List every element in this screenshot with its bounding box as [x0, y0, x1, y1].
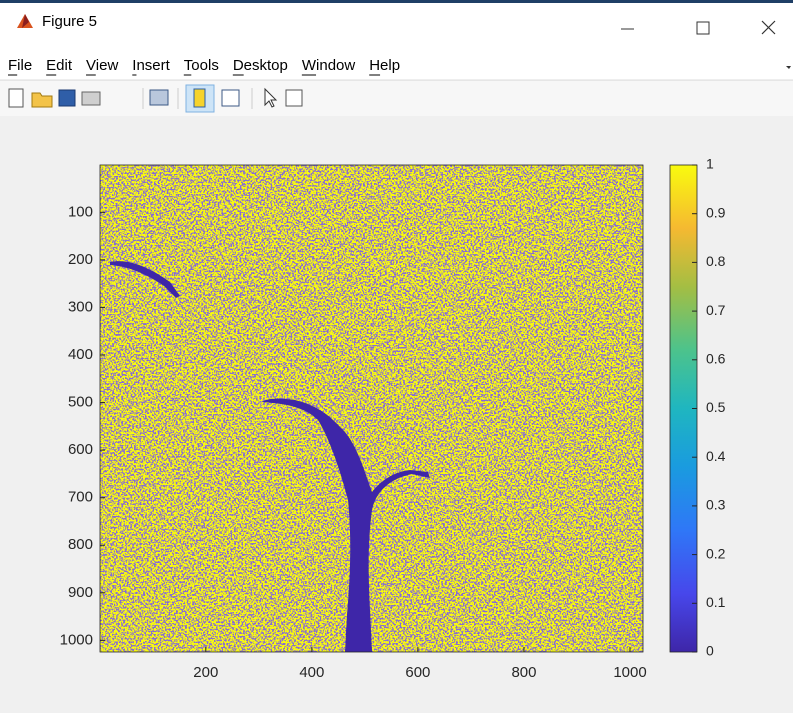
colorbar-tick-label: 0.3: [706, 497, 726, 513]
colorbar-tick-label: 0.4: [706, 448, 726, 464]
colorbar-tick-label: 0.7: [706, 302, 726, 318]
image-channel: [110, 261, 180, 298]
menu-item[interactable]: Edit: [46, 57, 73, 74]
menu-item[interactable]: View: [86, 57, 118, 74]
window-edge: [0, 0, 793, 3]
image-speckle: [100, 165, 643, 652]
x-tick-label: 200: [193, 664, 218, 681]
y-tick-label: 200: [68, 251, 93, 268]
image-river: [262, 398, 430, 652]
title-bar: [0, 0, 793, 40]
print-icon[interactable]: [81, 91, 101, 106]
toolbar: [0, 81, 793, 116]
y-tick-label: 300: [68, 298, 93, 315]
y-tick-label: 600: [68, 441, 93, 458]
y-tick-label: 100: [68, 203, 93, 220]
maximize-button[interactable]: [696, 21, 710, 35]
colorbar-tick-label: 0.6: [706, 351, 726, 367]
axes: 200 400 600 800 1000 100 200 300 400 500 600 700 800…: [60, 164, 647, 681]
save-icon[interactable]: [58, 89, 76, 107]
colorbar-tick-label: 0.2: [706, 545, 726, 561]
menu-item[interactable]: File: [8, 57, 32, 74]
property-editor-icon[interactable]: [285, 89, 303, 107]
menu-bar: [0, 40, 793, 80]
menu-item[interactable]: Window: [302, 57, 356, 74]
colorbar-tick-label: 0: [706, 643, 714, 659]
new-icon[interactable]: [8, 88, 24, 108]
axes-box: [99, 164, 644, 653]
menu-item[interactable]: Tools: [184, 57, 219, 74]
colorbar-tick-label: 0.5: [706, 399, 726, 415]
colorbar-tick-label: 0.1: [706, 594, 726, 610]
colorbar-icon: [193, 88, 206, 108]
close-button[interactable]: [761, 20, 776, 35]
menu-item[interactable]: Help: [369, 57, 400, 74]
y-tick-label: 800: [68, 536, 93, 553]
colorbar-tick-label: 1: [706, 156, 714, 172]
legend-icon[interactable]: [221, 89, 240, 107]
link-icon[interactable]: [149, 89, 169, 106]
menu-item[interactable]: Desktop: [233, 57, 288, 74]
pointer-icon[interactable]: [264, 87, 278, 108]
app-icon-shade: [22, 14, 29, 28]
y-tick-label: 400: [68, 346, 93, 363]
x-tick-label: 1000: [613, 664, 646, 681]
menu-items: File Edit View Insert Tools Desktop Window Help: [8, 57, 400, 76]
x-tick-label: 600: [405, 664, 430, 681]
y-tick-label: 700: [68, 489, 93, 506]
menu-item[interactable]: Insert: [132, 57, 170, 74]
y-tick-label: 900: [68, 584, 93, 601]
window-title: Figure 5: [42, 13, 97, 30]
toolbar-icons: [8, 84, 303, 113]
colorbar-tick-label: 0.9: [706, 204, 726, 220]
colorbar: 0 0.1 0.2 0.3 0.4 0.5 0.6 0.7 0.8 0.9 1: [669, 156, 726, 659]
menu-overflow[interactable]: [786, 66, 791, 69]
colorbar-tick-label: 0.8: [706, 253, 726, 269]
x-tick-label: 800: [511, 664, 536, 681]
y-tick-label: 500: [68, 394, 93, 411]
x-tick-label: 400: [299, 664, 324, 681]
y-tick-label: 1000: [60, 631, 93, 648]
open-icon[interactable]: [31, 92, 53, 108]
